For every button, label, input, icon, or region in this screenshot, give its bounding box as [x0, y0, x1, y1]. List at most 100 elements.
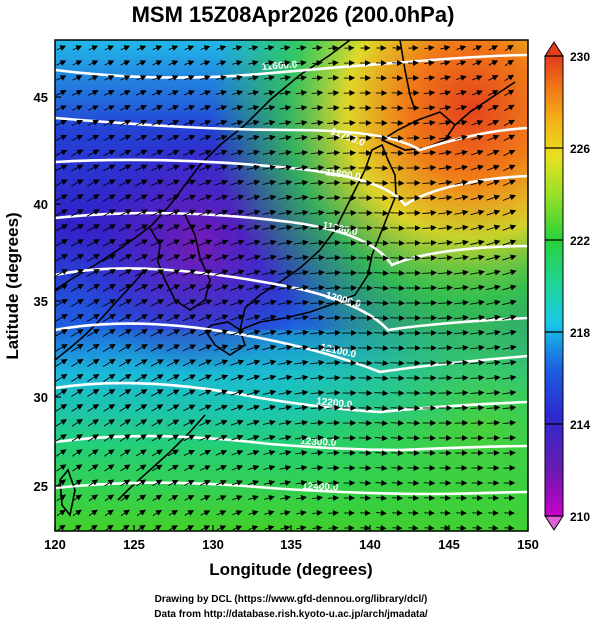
- wind-arrow: [454, 404, 469, 411]
- wind-arrow: [135, 389, 148, 397]
- wind-arrow: [326, 374, 341, 381]
- wind-arrow: [119, 164, 132, 172]
- wind-arrow: [182, 284, 197, 292]
- wind-arrow: [55, 149, 68, 157]
- wind-arrow: [214, 374, 229, 381]
- wind-arrow: [55, 209, 68, 217]
- wind-arrow: [88, 45, 99, 51]
- wind-arrow: [86, 194, 100, 202]
- wind-arrow: [376, 524, 387, 531]
- wind-arrow: [437, 269, 453, 276]
- x-tick-label-140: 140: [359, 537, 381, 552]
- wind-arrow: [87, 419, 100, 427]
- x-tick-label-120: 120: [44, 537, 66, 552]
- wind-arrow: [182, 329, 197, 337]
- wind-arrow: [215, 104, 228, 111]
- x-tick-label-135: 135: [280, 537, 302, 552]
- wind-arrow: [374, 345, 389, 352]
- wind-arrow: [246, 179, 261, 186]
- wind-arrow: [391, 135, 404, 142]
- wind-arrow: [119, 434, 131, 442]
- wind-arrow: [390, 240, 405, 247]
- wind-arrow: [455, 104, 468, 111]
- wind-arrow: [214, 194, 229, 201]
- wind-arrow: [311, 479, 324, 486]
- wind-arrow: [71, 149, 84, 157]
- wind-arrow: [248, 525, 259, 531]
- wind-arrow: [471, 149, 484, 156]
- wind-arrow: [103, 119, 116, 126]
- wind-arrow: [55, 449, 67, 457]
- wind-arrow: [150, 239, 165, 247]
- wind-arrow: [150, 359, 164, 367]
- wind-arrow: [390, 435, 404, 442]
- wind-arrow: [104, 45, 115, 51]
- wind-arrow: [504, 59, 514, 66]
- wind-arrow: [278, 209, 293, 216]
- wind-arrow: [198, 389, 212, 397]
- wind-arrow: [102, 194, 116, 202]
- wind-arrow: [167, 419, 180, 427]
- wind-arrow: [310, 314, 325, 321]
- wind-arrow: [183, 464, 195, 471]
- wind-arrow: [262, 284, 277, 291]
- wind-arrow: [198, 314, 213, 322]
- wind-arrow: [134, 359, 148, 367]
- wind-arrow: [424, 45, 435, 52]
- wind-arrow: [310, 149, 325, 156]
- wind-arrow: [199, 134, 212, 141]
- wind-arrow: [231, 419, 244, 426]
- wind-arrow: [470, 239, 485, 246]
- wind-arrow: [278, 179, 293, 186]
- wind-arrow: [438, 164, 453, 171]
- wind-arrow: [471, 119, 484, 126]
- contour-label-12400: 12400.0: [302, 481, 339, 493]
- wind-arrow: [486, 194, 501, 201]
- wind-arrow: [55, 179, 68, 187]
- wind-arrow: [86, 313, 100, 322]
- wind-arrow: [183, 449, 195, 457]
- wind-arrow: [470, 344, 485, 351]
- wind-arrow: [472, 60, 483, 66]
- wind-arrow: [214, 239, 229, 246]
- wind-arrow: [424, 60, 435, 66]
- wind-arrow: [135, 374, 148, 382]
- wind-arrow: [214, 344, 229, 351]
- wind-arrow: [150, 329, 164, 337]
- wind-arrow: [152, 509, 163, 516]
- wind-arrow: [134, 299, 148, 307]
- wind-arrow: [389, 270, 405, 277]
- contour-label-11800: 11800.0: [325, 167, 362, 183]
- wind-arrow: [183, 90, 195, 96]
- wind-arrow: [72, 479, 83, 487]
- wind-arrow: [325, 269, 341, 276]
- wind-arrow: [214, 314, 229, 321]
- wind-arrow: [118, 284, 132, 292]
- wind-arrow: [247, 495, 259, 501]
- colorbar-label-214: 214: [570, 418, 590, 432]
- wind-arrow: [486, 224, 501, 231]
- wind-arrow: [151, 119, 164, 126]
- wind-arrow: [278, 404, 293, 411]
- wind-arrow: [486, 419, 501, 426]
- wind-arrow: [167, 464, 179, 472]
- wind-arrow: [294, 269, 309, 276]
- wind-arrow: [502, 239, 517, 246]
- wind-arrow: [71, 404, 84, 412]
- wind-arrow: [214, 299, 229, 306]
- wind-arrow: [278, 299, 293, 306]
- wind-arrow: [326, 149, 341, 156]
- wind-arrow: [454, 254, 469, 261]
- wind-arrow: [86, 209, 100, 217]
- wind-arrow: [230, 404, 244, 411]
- wind-arrow: [118, 254, 132, 262]
- coast-ryukyu: [117, 414, 206, 501]
- wind-arrow: [120, 45, 131, 51]
- wind-arrow: [486, 434, 500, 441]
- wind-arrow: [199, 90, 211, 96]
- wind-arrow: [103, 449, 115, 457]
- wind-arrow: [391, 480, 404, 487]
- wind-arrow: [151, 149, 164, 156]
- wind-arrow: [87, 119, 100, 126]
- wind-arrow: [71, 134, 84, 142]
